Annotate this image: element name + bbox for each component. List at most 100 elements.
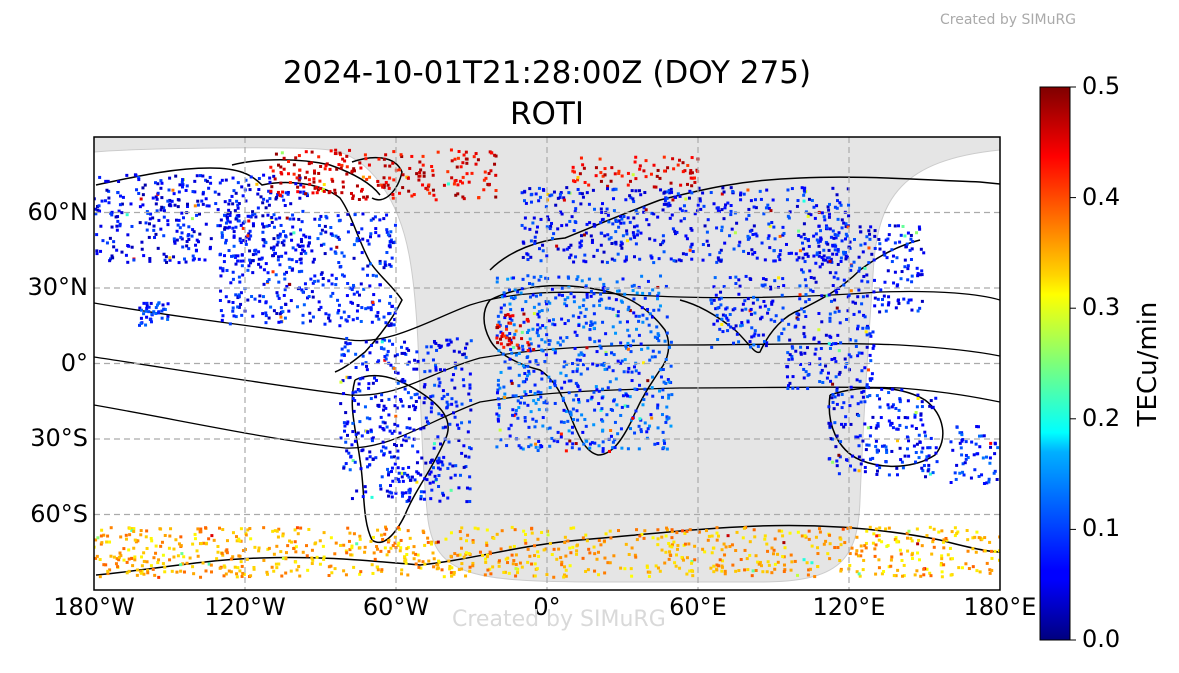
roti-point bbox=[620, 300, 624, 304]
roti-point bbox=[743, 548, 747, 552]
roti-point bbox=[782, 284, 786, 288]
roti-point bbox=[453, 386, 457, 390]
roti-point bbox=[572, 398, 576, 402]
roti-point bbox=[114, 562, 118, 566]
roti-point bbox=[807, 372, 811, 376]
roti-point bbox=[715, 568, 719, 572]
roti-point bbox=[917, 456, 921, 460]
map-subtitle: ROTI bbox=[509, 96, 585, 132]
roti-point bbox=[598, 344, 602, 348]
roti-point bbox=[234, 225, 238, 229]
roti-point bbox=[183, 257, 187, 261]
roti-point bbox=[827, 342, 831, 346]
roti-point bbox=[720, 317, 724, 321]
roti-point bbox=[581, 363, 585, 367]
roti-point bbox=[273, 529, 277, 533]
roti-point bbox=[554, 203, 558, 207]
roti-point bbox=[894, 536, 898, 540]
roti-point bbox=[883, 253, 887, 257]
roti-point bbox=[148, 217, 152, 221]
roti-point bbox=[198, 212, 202, 216]
roti-point bbox=[240, 574, 244, 578]
roti-point bbox=[649, 172, 653, 176]
roti-point bbox=[377, 234, 381, 238]
roti-point bbox=[411, 551, 415, 555]
roti-point bbox=[384, 525, 388, 529]
roti-point bbox=[419, 566, 423, 570]
roti-point bbox=[574, 207, 578, 211]
roti-point bbox=[593, 569, 597, 573]
roti-point bbox=[298, 196, 302, 200]
roti-point bbox=[294, 560, 298, 564]
roti-point bbox=[856, 354, 860, 358]
colorbar-tick-label: 0.1 bbox=[1082, 514, 1121, 543]
roti-point bbox=[656, 297, 660, 301]
roti-point bbox=[712, 546, 716, 550]
roti-point bbox=[839, 440, 843, 444]
roti-point bbox=[560, 560, 564, 564]
roti-point bbox=[267, 223, 271, 227]
roti-point bbox=[464, 355, 468, 359]
roti-point bbox=[533, 574, 537, 578]
roti-point bbox=[431, 466, 435, 470]
roti-point bbox=[482, 188, 486, 192]
roti-point bbox=[95, 554, 99, 558]
roti-point bbox=[282, 167, 286, 171]
roti-point bbox=[887, 526, 891, 530]
roti-point bbox=[903, 265, 907, 269]
roti-point bbox=[412, 367, 416, 371]
roti-point bbox=[925, 567, 929, 571]
roti-point bbox=[890, 248, 894, 252]
roti-point bbox=[670, 213, 674, 217]
roti-point bbox=[322, 531, 326, 535]
roti-point bbox=[163, 308, 167, 312]
roti-point bbox=[506, 343, 510, 347]
roti-point bbox=[355, 237, 359, 241]
roti-point bbox=[536, 328, 540, 332]
roti-point bbox=[966, 456, 970, 460]
roti-point bbox=[715, 538, 719, 542]
roti-point bbox=[503, 395, 507, 399]
roti-point bbox=[251, 210, 255, 214]
roti-point bbox=[297, 565, 301, 569]
roti-point bbox=[369, 397, 373, 401]
roti-point bbox=[452, 411, 456, 415]
roti-point bbox=[423, 396, 427, 400]
roti-point bbox=[655, 174, 659, 178]
roti-point bbox=[204, 569, 208, 573]
roti-point bbox=[581, 195, 585, 199]
roti-point bbox=[420, 456, 424, 460]
roti-point bbox=[827, 421, 831, 425]
roti-point bbox=[484, 560, 488, 564]
roti-point bbox=[368, 463, 372, 467]
roti-point bbox=[402, 438, 406, 442]
roti-point bbox=[927, 467, 931, 471]
roti-point bbox=[156, 182, 160, 186]
roti-point bbox=[462, 384, 466, 388]
roti-point bbox=[644, 175, 648, 179]
roti-point bbox=[678, 566, 682, 570]
roti-point bbox=[611, 222, 615, 226]
roti-point bbox=[118, 551, 122, 555]
roti-point bbox=[669, 381, 673, 385]
roti-point bbox=[259, 257, 263, 261]
roti-point bbox=[854, 344, 858, 348]
roti-point bbox=[125, 173, 129, 177]
roti-point bbox=[818, 362, 822, 366]
roti-point bbox=[592, 292, 596, 296]
roti-point bbox=[535, 331, 539, 335]
roti-point bbox=[190, 217, 194, 221]
roti-point bbox=[867, 246, 871, 250]
roti-point bbox=[574, 442, 578, 446]
roti-point bbox=[162, 234, 166, 238]
roti-point bbox=[220, 178, 224, 182]
roti-point bbox=[524, 541, 528, 545]
roti-point bbox=[663, 561, 667, 565]
roti-point bbox=[993, 469, 997, 473]
roti-point bbox=[782, 541, 786, 545]
roti-point bbox=[295, 260, 299, 264]
roti-point bbox=[598, 299, 602, 303]
roti-point bbox=[588, 446, 592, 450]
roti-point bbox=[352, 167, 356, 171]
roti-point bbox=[931, 540, 935, 544]
